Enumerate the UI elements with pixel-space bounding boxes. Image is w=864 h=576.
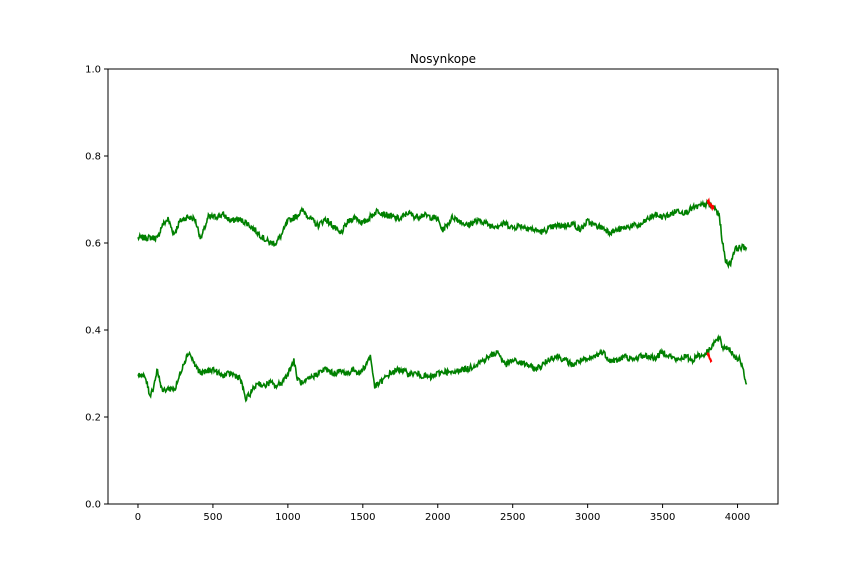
y-axis: 0.0 0.2 0.4 0.6 0.8 1.0 xyxy=(85,65,108,511)
highlight-layer xyxy=(706,197,715,364)
x-tick-label: 3500 xyxy=(650,512,675,523)
x-tick-label: 500 xyxy=(203,512,222,523)
x-tick-label: 3000 xyxy=(575,512,600,523)
chart-title: Nosynkope xyxy=(410,52,476,66)
series-line-2 xyxy=(137,334,748,403)
y-tick-label: 0.0 xyxy=(85,500,101,511)
x-tick-label: 2500 xyxy=(500,512,525,523)
x-axis: 0 500 1000 1500 2000 2500 3000 3500 4000 xyxy=(135,504,750,523)
x-tick-label: 0 xyxy=(135,512,141,523)
plot-frame xyxy=(107,68,779,505)
y-tick-label: 0.2 xyxy=(85,413,101,424)
y-tick-label: 0.4 xyxy=(85,326,101,337)
highlight-segment-2 xyxy=(706,352,713,364)
x-tick-label: 1500 xyxy=(350,512,375,523)
x-tick-label: 4000 xyxy=(725,512,750,523)
y-tick-label: 0.6 xyxy=(85,239,101,250)
y-tick-label: 0.8 xyxy=(85,152,101,163)
highlight-segment-1 xyxy=(706,197,715,212)
x-tick-label: 1000 xyxy=(275,512,300,523)
series-line-1 xyxy=(137,198,748,270)
series-layer xyxy=(137,198,748,403)
y-tick-label: 1.0 xyxy=(85,65,101,76)
x-tick-label: 2000 xyxy=(425,512,450,523)
